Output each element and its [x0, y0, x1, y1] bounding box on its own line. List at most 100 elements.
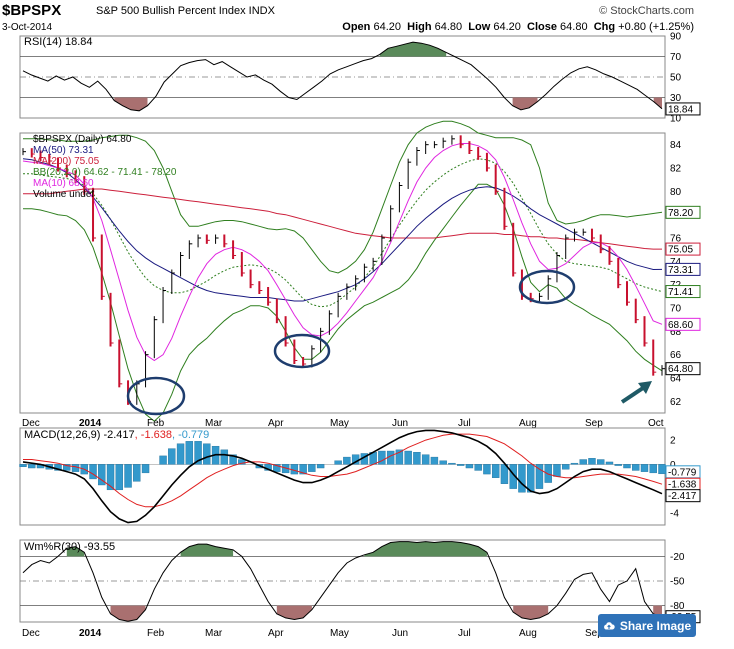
macd-histogram-bar [562, 464, 570, 470]
rsi-last-value: 18.84 [668, 104, 693, 115]
macd-histogram-bar [404, 450, 412, 465]
annotation-arrowhead [638, 381, 652, 394]
rsi-tick-label: 90 [670, 32, 682, 43]
index-name: S&P 500 Bullish Percent Index INDX [96, 5, 275, 17]
macd-tick-label: 2 [670, 436, 676, 447]
macd-histogram-bar [378, 450, 386, 465]
macd-last-value-box [665, 489, 701, 503]
price-last-value: 71.41 [668, 287, 693, 298]
macd-histogram-bar [159, 455, 167, 465]
rsi-tick-label: 10 [670, 114, 682, 125]
price-last-value: 73.31 [668, 265, 693, 276]
macd-histogram-bar [597, 459, 605, 465]
x-tick-label-bottom: Dec [22, 628, 40, 639]
rsi-last-value-box [665, 102, 701, 116]
rsi-tick-label: 30 [670, 93, 682, 104]
annotation-arrow [620, 384, 648, 404]
price-last-value-box [665, 317, 701, 331]
macd-histogram-bar [588, 458, 596, 465]
price-legend-item: Volume undef [33, 189, 94, 200]
x-tick-label: Jun [392, 418, 408, 429]
macd-histogram-bar [526, 464, 535, 493]
macd-histogram-bar [185, 441, 194, 465]
x-tick-label: Aug [519, 418, 537, 429]
macd-histogram-bar [229, 454, 237, 465]
price-last-value: 68.60 [668, 320, 693, 331]
macd-histogram-bar [220, 449, 229, 465]
price-last-value-box [665, 205, 701, 219]
macd-histogram-bar [658, 464, 666, 475]
price-tick-label: 62 [670, 397, 682, 408]
x-tick-label: Sep [585, 418, 603, 429]
macd-histogram-bar [518, 464, 526, 493]
macd-signal-line [23, 433, 663, 508]
macd-tick-label: -4 [670, 508, 679, 519]
price-tick-label: 74 [670, 257, 682, 268]
macd-histogram-bar [395, 449, 404, 465]
x-tick-label: 2014 [79, 418, 102, 429]
x-tick-label: May [330, 418, 349, 429]
williams-tick-label: -80 [670, 601, 685, 612]
x-tick-label-bottom: May [330, 628, 349, 639]
williams-line [22, 541, 663, 622]
brand-credit: © StockCharts.com [599, 5, 694, 17]
price-last-value: 78.20 [668, 208, 693, 219]
macd-histogram-bar [553, 464, 561, 477]
macd-histogram-bar [308, 464, 316, 472]
price-tick-label: 76 [670, 234, 682, 245]
macd-histogram-bar [141, 464, 150, 474]
macd-histogram-bar [299, 464, 307, 475]
chart-date: 3-Oct-2014 [2, 22, 53, 33]
williams-oversold-fill [653, 605, 662, 617]
rsi-tick-label: 50 [670, 73, 682, 84]
x-tick-label: Feb [147, 418, 165, 429]
share-image-button[interactable]: Share Image [598, 614, 696, 637]
x-tick-label-bottom: Jul [458, 628, 471, 639]
macd-histogram-bar [316, 464, 325, 469]
price-tick-label: 82 [670, 164, 682, 175]
x-tick-label: Oct [648, 418, 664, 429]
macd-histogram-bar [28, 464, 36, 469]
macd-histogram-bar [413, 452, 421, 465]
macd-histogram-bar [605, 461, 614, 465]
x-tick-label-bottom: Feb [147, 628, 165, 639]
x-tick-label: Dec [22, 418, 40, 429]
williams-oversold-fill [110, 605, 146, 622]
macd-histogram-bar [176, 443, 185, 465]
macd-histogram-bar [63, 464, 71, 471]
macd-histogram-bar [168, 448, 176, 465]
macd-histogram-bar [98, 464, 106, 486]
macd-histogram-bar [54, 464, 62, 471]
share-image-label: Share Image [619, 618, 692, 633]
williams-overbought-fill [180, 544, 234, 557]
macd-histogram-bar [203, 443, 211, 465]
macd-histogram-bar [273, 464, 281, 472]
macd-histogram-bar [421, 454, 430, 465]
macd-line [22, 429, 663, 524]
ma50-line [22, 158, 663, 302]
annotation-ellipse [126, 376, 186, 416]
macd-histogram-bar [465, 464, 474, 469]
macd-histogram-bar [570, 462, 579, 465]
price-tick-label: 68 [670, 327, 682, 338]
ma200-line [23, 188, 662, 250]
annotation-ellipse [518, 269, 576, 305]
macd-histogram-bar [474, 464, 482, 471]
symbol: $BPSPX [2, 2, 62, 19]
rsi-legend: RSI(14) 18.84 [24, 36, 92, 48]
macd-histogram-bar [614, 464, 622, 466]
price-tick-label: 80 [670, 187, 682, 198]
x-tick-label-bottom: Jun [392, 628, 408, 639]
macd-histogram-bar [124, 464, 132, 488]
macd-histogram-bar [71, 464, 80, 472]
ma10-line [22, 143, 663, 362]
rsi-overbought-fill [379, 42, 447, 57]
rsi-oversold-fill [512, 97, 538, 110]
bb-middle-line [23, 158, 663, 308]
price-last-value-box [665, 362, 701, 376]
macd-histogram-bar [623, 464, 631, 469]
rsi-tick-label: 70 [670, 52, 682, 63]
macd-histogram-bar [343, 456, 351, 465]
williams-tick-label: -50 [670, 577, 685, 588]
macd-histogram-bar [439, 460, 447, 465]
